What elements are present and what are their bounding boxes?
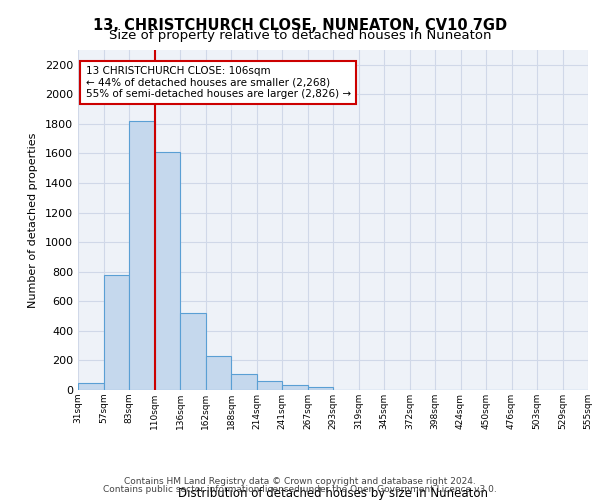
Bar	[308, 387, 333, 390]
Bar	[282, 385, 308, 390]
Bar	[231, 374, 257, 390]
Text: Contains HM Land Registry data © Crown copyright and database right 2024.: Contains HM Land Registry data © Crown c…	[124, 477, 476, 486]
X-axis label: Distribution of detached houses by size in Nuneaton: Distribution of detached houses by size …	[178, 488, 488, 500]
Bar	[205, 356, 231, 390]
Text: Size of property relative to detached houses in Nuneaton: Size of property relative to detached ho…	[109, 29, 491, 42]
Text: 13 CHRISTCHURCH CLOSE: 106sqm
← 44% of detached houses are smaller (2,268)
55% o: 13 CHRISTCHURCH CLOSE: 106sqm ← 44% of d…	[86, 66, 351, 99]
Bar	[257, 381, 282, 390]
Bar	[104, 274, 129, 390]
Y-axis label: Number of detached properties: Number of detached properties	[28, 132, 38, 308]
Text: Contains public sector information licensed under the Open Government Licence v3: Contains public sector information licen…	[103, 485, 497, 494]
Bar	[129, 121, 155, 390]
Bar	[180, 313, 205, 390]
Bar	[155, 152, 180, 390]
Text: 13, CHRISTCHURCH CLOSE, NUNEATON, CV10 7GD: 13, CHRISTCHURCH CLOSE, NUNEATON, CV10 7…	[93, 18, 507, 32]
Bar	[78, 382, 104, 390]
